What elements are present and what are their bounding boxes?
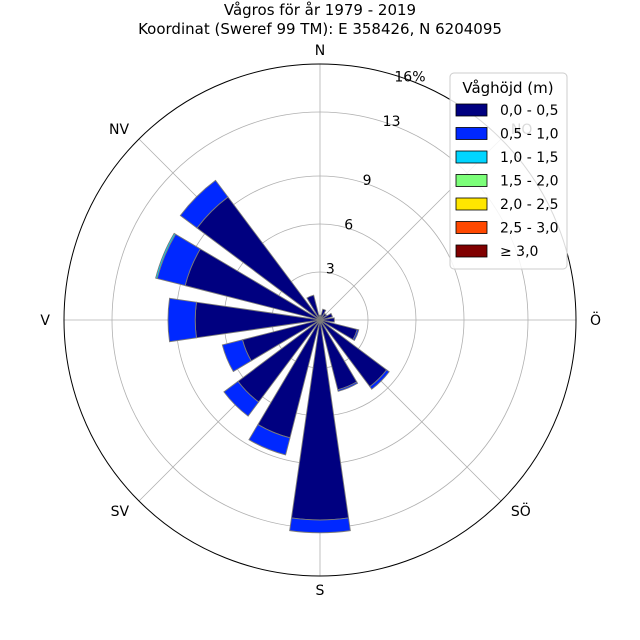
outer-circle	[63, 63, 577, 577]
legend-title: Våghöjd (m)	[462, 79, 553, 97]
legend-label-3: 1,5 - 2,0	[500, 174, 558, 190]
direction-label-4: S	[316, 583, 325, 599]
direction-label-2: Ö	[590, 311, 601, 329]
legend-label-4: 2,0 - 2,5	[500, 197, 558, 213]
bar-sector-4-bin-0	[319, 317, 335, 323]
radial-label-0: 3	[326, 262, 335, 278]
legend-swatch-3	[455, 174, 488, 187]
radial-label-3: 13	[383, 114, 401, 130]
bar-sector-8-bin-0	[290, 319, 350, 521]
bar-sector-2-bin-0	[319, 312, 328, 321]
rose-bars	[155, 179, 390, 534]
bar-sector-14-bin-1	[179, 179, 229, 229]
bar-sector-11-bin-1	[221, 339, 252, 373]
legend-swatch-6	[455, 244, 488, 258]
direction-label-5: SV	[111, 504, 130, 520]
bar-sector-15-bin-0	[306, 294, 321, 321]
chart-subtitle: Koordinat (Sweref 99 TM): E 358426, N 62…	[138, 20, 502, 38]
legend-swatch-2	[455, 150, 488, 164]
legend-swatch-4	[455, 197, 488, 211]
bar-sector-12-bin-1	[167, 297, 197, 343]
legend-label-1: 0,5 - 1,0	[500, 127, 558, 143]
bar-sector-12-bin-0	[194, 301, 321, 339]
legend-frame	[449, 72, 568, 270]
radial-label-1: 6	[344, 217, 353, 233]
legend-swatch-0	[455, 103, 488, 117]
bar-sector-9-bin-1	[248, 423, 291, 456]
bar-sector-6-bin-1	[369, 369, 390, 390]
polar-outline	[63, 63, 577, 577]
bar-sector-10-bin-1	[223, 380, 260, 417]
legend-swatch-1	[455, 127, 488, 140]
radial-label-4: 16%	[394, 69, 425, 85]
legend-label-5: 2,5 - 3,0	[500, 221, 558, 237]
legend: Våghöjd (m) 0,0 - 0,5 0,5 - 1,0 1,0 - 1,5 1…	[449, 72, 568, 270]
bar-sector-0-bin-0	[318, 314, 322, 321]
direction-label-6: V	[40, 313, 50, 329]
bar-sector-8-bin-1	[289, 517, 351, 534]
direction-label-3: SÖ	[511, 502, 531, 520]
legend-swatch-5	[455, 221, 488, 234]
bar-sector-5-bin-1	[352, 328, 360, 342]
bar-sector-13-bin-2	[155, 232, 177, 280]
direction-label-7: NV	[109, 122, 129, 138]
legend-label-6: ≥ 3,0	[500, 244, 538, 260]
legend-label-2: 1,0 - 1,5	[500, 150, 558, 166]
legend-label-0: 0,0 - 0,5	[500, 103, 558, 119]
bar-sector-7-bin-1	[337, 381, 359, 392]
direction-label-0: N	[315, 43, 325, 59]
chart-title: Vågros för år 1979 - 2019	[224, 1, 416, 19]
radial-tick-labels: 3 6 9 13 16%	[326, 69, 426, 277]
radial-label-2: 9	[363, 173, 372, 189]
bar-sector-3-bin-0	[319, 312, 333, 321]
bar-sector-1-bin-0	[319, 308, 327, 321]
